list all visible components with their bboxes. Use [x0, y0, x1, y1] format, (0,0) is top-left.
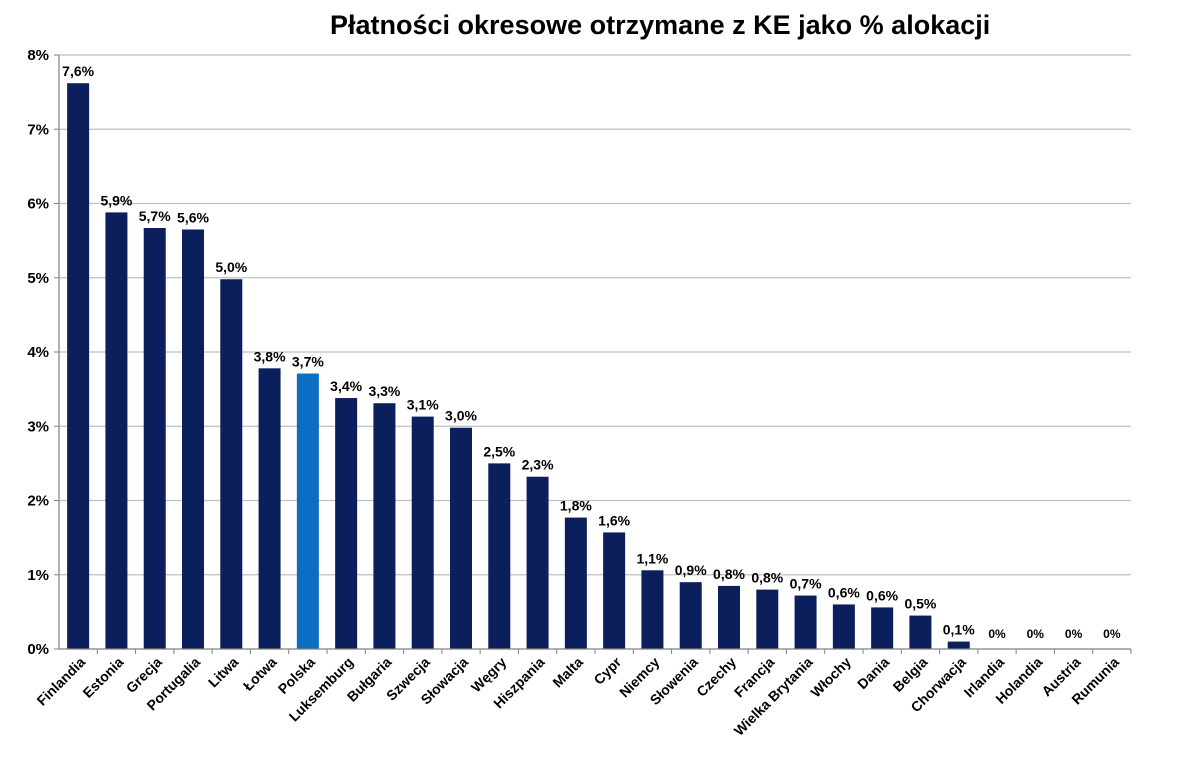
bars [67, 83, 970, 650]
x-category-label: Estonia [79, 654, 126, 701]
data-label: 0,6% [866, 587, 898, 603]
bar [296, 373, 319, 649]
x-category-label: Cypr [590, 653, 624, 687]
data-label: 1,8% [560, 498, 592, 514]
chart-title: Płatności okresowe otrzymane z KE jako %… [330, 10, 991, 40]
bar [335, 398, 358, 649]
bar [564, 517, 587, 649]
y-tick-label: 6% [27, 196, 49, 213]
y-axis-tick-labels: 0% 1% 2% 3% 4% 5% 6% 7% 8% [27, 47, 49, 658]
data-label: 3,7% [292, 354, 324, 370]
x-category-label: Łotwa [240, 654, 280, 694]
data-label: 5,9% [100, 192, 132, 208]
data-label: 3,4% [330, 378, 362, 394]
data-label: 5,6% [177, 209, 209, 225]
bar [832, 604, 855, 649]
data-label: 0% [988, 627, 1006, 641]
data-label: 0% [1103, 627, 1121, 641]
bar [488, 463, 511, 649]
bar [143, 228, 166, 649]
data-label: 0% [1027, 627, 1045, 641]
bar [794, 595, 817, 649]
data-label: 1,1% [636, 550, 668, 566]
x-category-label: Dania [854, 654, 892, 692]
bar [603, 532, 626, 649]
y-tick-label: 3% [27, 418, 49, 435]
data-label: 2,3% [522, 457, 554, 473]
bar [718, 585, 740, 649]
x-category-label: Litwa [205, 654, 242, 691]
bar [67, 83, 90, 650]
data-label: 3,1% [407, 397, 439, 413]
data-label: 0,7% [790, 576, 822, 592]
bar [220, 279, 243, 649]
bar [105, 212, 128, 649]
data-label: 0% [1065, 627, 1083, 641]
gridlines [59, 54, 1131, 576]
bar [641, 570, 664, 649]
data-label: 5,0% [215, 259, 247, 275]
y-tick-label: 5% [27, 270, 49, 287]
data-label: 3,0% [445, 408, 477, 424]
bar [756, 589, 779, 649]
x-category-label: Włochy [807, 654, 854, 701]
x-category-label: Czechy [693, 654, 739, 700]
bar [182, 229, 204, 650]
y-tick-label: 7% [27, 121, 49, 138]
bar [373, 403, 396, 649]
y-tick-label: 1% [27, 567, 49, 584]
y-tick-label: 8% [27, 47, 49, 64]
y-tick-label: 2% [27, 493, 49, 510]
data-label: 1,6% [598, 512, 630, 528]
data-label: 2,5% [483, 443, 515, 459]
bar [258, 368, 281, 649]
data-label: 0,8% [713, 566, 745, 582]
y-tick-label: 4% [27, 344, 49, 361]
x-category-label: Malta [549, 654, 586, 691]
axes [54, 54, 1132, 654]
data-label: 0,1% [943, 622, 975, 638]
data-label: 0,8% [751, 570, 783, 586]
bar [909, 615, 932, 649]
bar [947, 641, 970, 649]
y-tick-label: 0% [27, 641, 49, 658]
data-label: 0,9% [675, 562, 707, 578]
data-label: 3,3% [368, 383, 400, 399]
data-label: 3,8% [254, 348, 286, 364]
bar [450, 427, 472, 649]
data-label: 0,5% [904, 596, 936, 612]
bar [871, 607, 894, 649]
data-label: 0,6% [828, 584, 860, 600]
x-category-label: Finlandia [33, 654, 88, 709]
data-label: 7,6% [62, 63, 94, 79]
bar [526, 476, 549, 649]
data-labels: 7,6% 5,9% 5,7% 5,6% 5,0% 3,8% 3,7% 3,4% 3,3% 3,1%… [62, 63, 1121, 641]
bar [679, 582, 702, 649]
data-label: 5,7% [139, 208, 171, 224]
bar [411, 416, 434, 649]
